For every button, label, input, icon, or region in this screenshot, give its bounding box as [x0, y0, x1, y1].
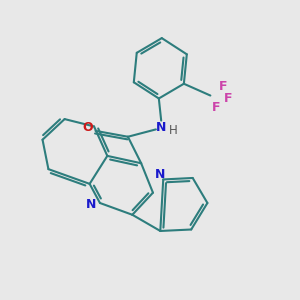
- Text: H: H: [169, 124, 177, 137]
- Text: N: N: [155, 168, 166, 181]
- Text: F: F: [212, 101, 220, 114]
- Text: N: N: [156, 122, 166, 134]
- Text: F: F: [224, 92, 232, 105]
- Text: F: F: [219, 80, 228, 93]
- Text: O: O: [82, 122, 93, 134]
- Text: N: N: [86, 198, 96, 211]
